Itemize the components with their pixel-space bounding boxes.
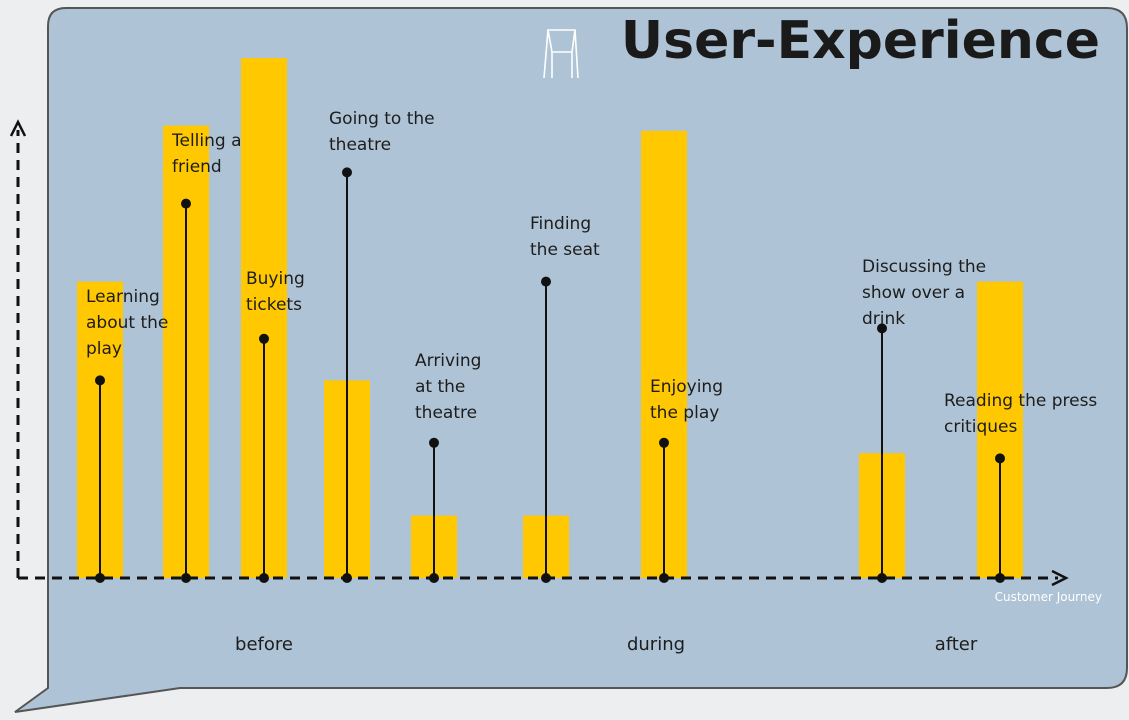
lollipop-dot: [181, 198, 191, 209]
category-label: Finding the seat: [530, 214, 600, 260]
category-label-box: Telling a friend: [172, 131, 242, 177]
base-dot: [95, 573, 105, 583]
category-label: Discussing the show over a drink: [862, 257, 987, 329]
lollipop-dot: [659, 437, 669, 448]
category-label-box: Finding the seat: [530, 214, 600, 260]
phase-label: after: [935, 634, 978, 655]
phase-label: during: [627, 634, 685, 655]
category-label: Reading the press critiques: [944, 391, 1098, 437]
base-dot: [995, 573, 1005, 583]
category-label: Buying tickets: [246, 269, 305, 315]
chair-icon: [543, 29, 579, 79]
category-label: Learning about the play: [86, 287, 169, 359]
category-label-box: Discussing the show over a drink: [862, 257, 987, 329]
lollipop-dot: [877, 323, 887, 334]
category-label: Enjoying the play: [650, 377, 723, 423]
phase-label: before: [235, 634, 293, 655]
x-arrow: [1051, 569, 1069, 587]
y-arrow: [9, 119, 27, 137]
category-label-box: Reading the press critiques: [944, 391, 1098, 437]
panel: [14, 7, 1128, 713]
category-label-box: Going to the theatre: [329, 109, 435, 155]
lollipop-dot: [95, 375, 105, 386]
chart-title: User-Experience: [621, 11, 1100, 71]
base-dot: [181, 573, 191, 583]
lollipop-dot: [259, 333, 269, 344]
base-dot: [877, 573, 887, 583]
lollipop-dot: [342, 167, 352, 178]
category-label-box: Arriving at the theatre: [415, 351, 482, 423]
lollipop-dot: [541, 276, 551, 287]
lollipop-dot: [429, 437, 439, 448]
category-label-box: Enjoying the play: [650, 377, 723, 423]
category-label-box: Buying tickets: [246, 269, 305, 315]
category-label: Telling a friend: [172, 131, 242, 177]
lollipop-dot: [995, 453, 1005, 464]
category-label-box: Learning about the play: [86, 287, 169, 359]
category-label: Arriving at the theatre: [415, 351, 482, 423]
x-axis-label: Customer Journey: [995, 590, 1102, 604]
category-label: Going to the theatre: [329, 109, 435, 155]
